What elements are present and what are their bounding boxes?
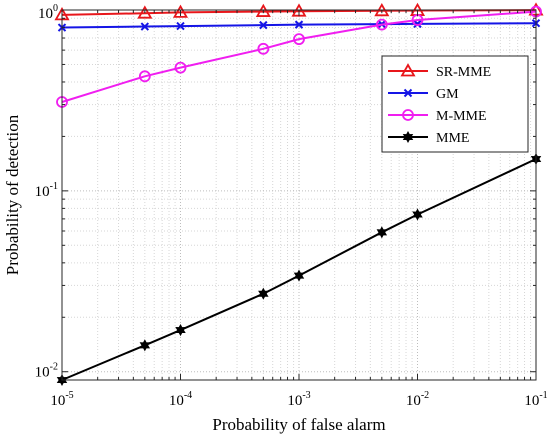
data-point-mme [258, 287, 269, 300]
series-line-sr-mme [61, 9, 537, 16]
legend-item-gm: GM [388, 87, 459, 102]
legend-label: M-MME [436, 109, 487, 124]
series-layer [54, 2, 544, 387]
y-tick-label: 10-2 [35, 362, 58, 381]
series-gm [57, 19, 541, 32]
x-tick-label-exponent: -2 [421, 390, 429, 401]
legend-item-mme: MME [388, 130, 469, 146]
x-tick-label-base: 10 [406, 393, 421, 409]
legend-label: GM [436, 87, 459, 102]
data-point-m-mme [174, 61, 187, 74]
legend-marker [402, 109, 414, 121]
data-point-gm [140, 22, 150, 31]
x-tick-label-exponent: -3 [302, 390, 310, 401]
x-tick-label-exponent: -4 [184, 390, 192, 401]
data-point-sr-mme [255, 3, 271, 17]
legend-marker [400, 63, 416, 77]
x-tick-label-base: 10 [50, 393, 65, 409]
x-tick-label-exponent: -1 [539, 390, 547, 401]
x-tick-label-base: 10 [169, 393, 184, 409]
x-tick-label-exponent: -5 [65, 390, 73, 401]
y-tick-label-base: 10 [35, 184, 50, 200]
y-tick-label: 10-1 [35, 181, 58, 200]
data-point-gm [176, 21, 185, 31]
y-tick-label-exponent: -2 [50, 362, 58, 373]
y-tick-label-exponent: 0 [53, 3, 58, 14]
data-point-mme [376, 226, 388, 239]
legend-marker [402, 130, 414, 144]
data-point-gm [259, 20, 268, 30]
data-point-mme [139, 339, 151, 352]
x-tick-label: 10-3 [287, 390, 310, 409]
y-tick-label: 100 [38, 3, 58, 22]
x-tick-label-base: 10 [287, 393, 302, 409]
series-line-mme [61, 158, 537, 381]
x-tick-label-base: 10 [524, 393, 539, 409]
tick-marks [61, 9, 537, 381]
data-point-sr-mme [137, 5, 153, 19]
data-point-m-mme [293, 33, 305, 46]
legend: SR-MME GM M-MME MME [381, 55, 529, 153]
legend-marker [403, 88, 413, 98]
legend-item-sr-mme: SR-MME [388, 63, 491, 80]
series-line-gm [61, 22, 537, 29]
y-tick-label-exponent: -1 [50, 181, 58, 192]
data-point-m-mme [138, 70, 151, 83]
x-tick-label: 10-5 [50, 390, 73, 409]
x-axis-label: Probability of false alarm [212, 415, 385, 434]
legend-item-m-mme: M-MME [388, 109, 487, 124]
data-point-mme [175, 323, 186, 337]
x-tick-label: 10-1 [524, 390, 547, 409]
y-axis-label: Probability of detection [3, 114, 22, 275]
y-tick-label-base: 10 [35, 365, 50, 381]
legend-label: SR-MME [436, 65, 491, 80]
data-point-m-mme [375, 18, 388, 31]
data-point-gm [294, 20, 304, 29]
x-tick-label: 10-2 [406, 390, 429, 409]
data-point-mme [412, 208, 423, 221]
x-tick-label: 10-4 [169, 390, 192, 409]
y-tick-label-base: 10 [38, 6, 53, 22]
legend-label: MME [436, 131, 469, 146]
data-point-sr-mme [172, 4, 189, 18]
data-point-m-mme [257, 42, 270, 55]
series-mme [56, 152, 542, 387]
series-line-m-mme [61, 10, 537, 103]
data-point-mme [293, 269, 305, 282]
data-point-gm [413, 19, 422, 29]
